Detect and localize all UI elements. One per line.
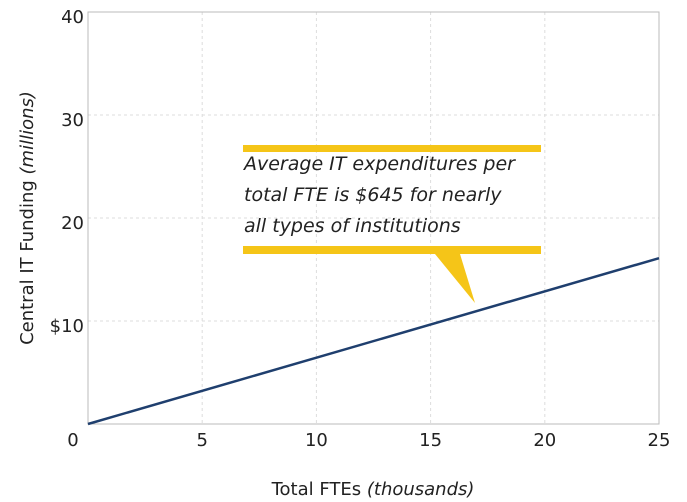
x-label-unit: (thousands) (367, 479, 475, 500)
annotation-text: all types of institutions (244, 215, 461, 237)
callout-pointer (435, 254, 475, 303)
x-tick-label: 20 (533, 430, 556, 451)
y-tick-label: 20 (61, 213, 84, 234)
x-tick-label: 5 (196, 430, 207, 451)
y-tick-label: 40 (61, 7, 84, 28)
y-tick-label: 30 (61, 110, 84, 131)
plot-frame (87, 11, 660, 425)
y-axis-label: Central IT Funding (millions) (17, 91, 38, 345)
x-tick-label: 25 (648, 430, 671, 451)
y-label-unit: (millions) (17, 91, 38, 174)
x-label-text: Total FTEs (271, 479, 362, 500)
x-tick-label: 10 (305, 430, 328, 451)
data-line (87, 256, 660, 426)
callout-bar (243, 246, 541, 254)
callout-bar (243, 145, 541, 152)
x-tick-label: 0 (67, 430, 78, 451)
y-tick-label: $10 (50, 316, 84, 337)
y-label-text: Central IT Funding (17, 180, 38, 345)
x-axis-label: Total FTEs (thousands) (271, 479, 475, 500)
annotation-text: total FTE is $645 for nearly (244, 184, 502, 206)
x-tick-label: 15 (419, 430, 442, 451)
annotation-text: Average IT expenditures per (242, 153, 516, 175)
